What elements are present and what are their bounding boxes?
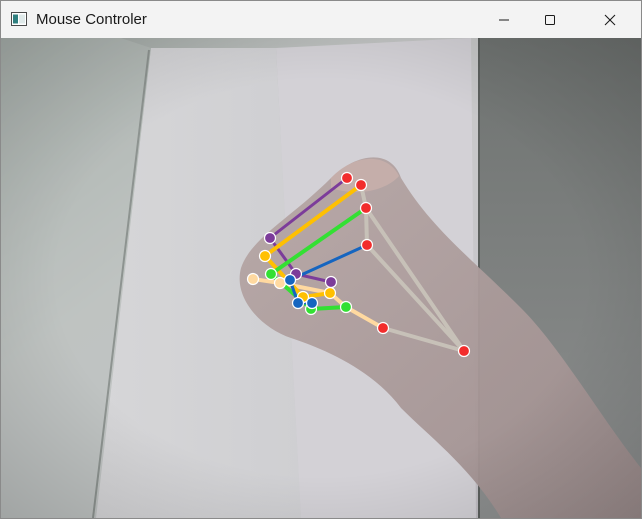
title-bar[interactable]: Mouse Controler: [1, 1, 641, 38]
landmark-pinky-dip: [291, 296, 305, 310]
app-window-icon: [11, 12, 27, 26]
landmark-wrist: [457, 344, 471, 358]
minimize-icon: [499, 19, 509, 20]
camera-frame: [1, 38, 641, 518]
landmark-thumb-base: [376, 321, 390, 335]
landmark-pinky-tip: [305, 296, 319, 310]
landmark-ring-pip: [264, 267, 278, 281]
close-button[interactable]: [587, 1, 633, 38]
landmark-index-pip: [263, 231, 277, 245]
landmark-pinky-pip: [283, 273, 297, 287]
landmark-ring-mcp: [359, 201, 373, 215]
landmark-thumb-joint: [273, 276, 287, 290]
maximize-icon: [545, 14, 555, 25]
camera-feed: [1, 38, 641, 518]
landmark-thumb-tip: [246, 272, 260, 286]
minimize-button[interactable]: [481, 1, 527, 38]
landmark-index-tip: [324, 275, 338, 289]
vignette: [1, 38, 641, 518]
close-icon: [604, 14, 616, 25]
maximize-button[interactable]: [527, 1, 573, 38]
landmark-middle-mcp: [354, 178, 368, 192]
landmark-index-mcp: [340, 171, 354, 185]
window-title: Mouse Controler: [36, 11, 147, 28]
landmark-middle-pip: [258, 249, 272, 263]
landmark-thumb-mcp: [339, 300, 353, 314]
hand-landmarks: [246, 171, 471, 358]
landmark-thumb-ip: [323, 286, 337, 300]
landmark-pinky-mcp: [360, 238, 374, 252]
